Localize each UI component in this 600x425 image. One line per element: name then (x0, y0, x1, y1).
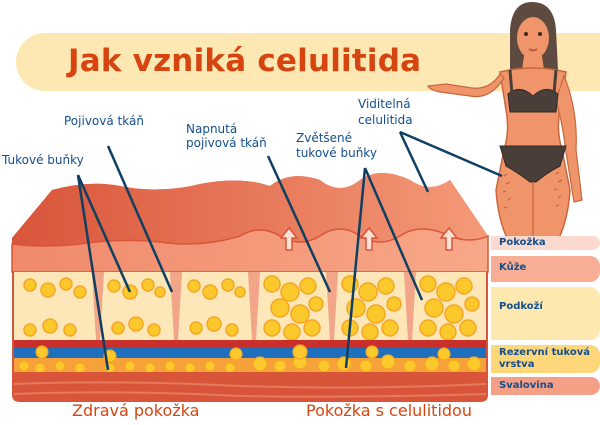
label-enlarged-fat-cells-2: tukové buňky (296, 146, 377, 160)
label-visible-cellulite-2: celulitida (358, 113, 413, 127)
legend-label: Kůže (499, 262, 527, 273)
page-title: Jak vzniká celulitida (68, 43, 422, 79)
label-enlarged-fat-cells-1: Zvětšené (296, 131, 353, 145)
legend-label: Podkoží (499, 301, 543, 312)
woman-figure (427, 2, 583, 241)
legend-label-line2: vrstva (499, 359, 535, 370)
label-tense-connective-tissue-2: pojivová tkáň (186, 136, 267, 150)
label-visible-cellulite-1: Viditelná (358, 97, 411, 111)
caption-healthy-skin: Zdravá pokožka (72, 401, 200, 420)
artery (14, 340, 486, 348)
label-fat-cells: Tukové buňky (2, 153, 84, 167)
caption-cellulite-skin: Pokožka s celulitidou (306, 401, 472, 420)
label-tense-connective-tissue-1: Napnutá (186, 122, 238, 136)
fat-cells (23, 275, 480, 341)
legend-epidermis: Pokožka (491, 236, 600, 250)
label-connective-tissue: Pojivová tkáň (64, 114, 144, 128)
legend-label: Svalovina (499, 380, 554, 391)
vein (14, 348, 486, 358)
leader-lines (76, 130, 503, 371)
legend-label: Pokožka (499, 237, 546, 248)
skin-block (11, 173, 489, 402)
legend-reserve-fat: Rezervní tuková vrstva (491, 345, 600, 373)
legend-dermis: Kůže (491, 256, 600, 282)
legend-label-line1: Rezervní tuková (499, 347, 590, 358)
legend-subcutis: Podkoží (491, 287, 600, 340)
legend-muscle: Svalovina (491, 377, 600, 395)
